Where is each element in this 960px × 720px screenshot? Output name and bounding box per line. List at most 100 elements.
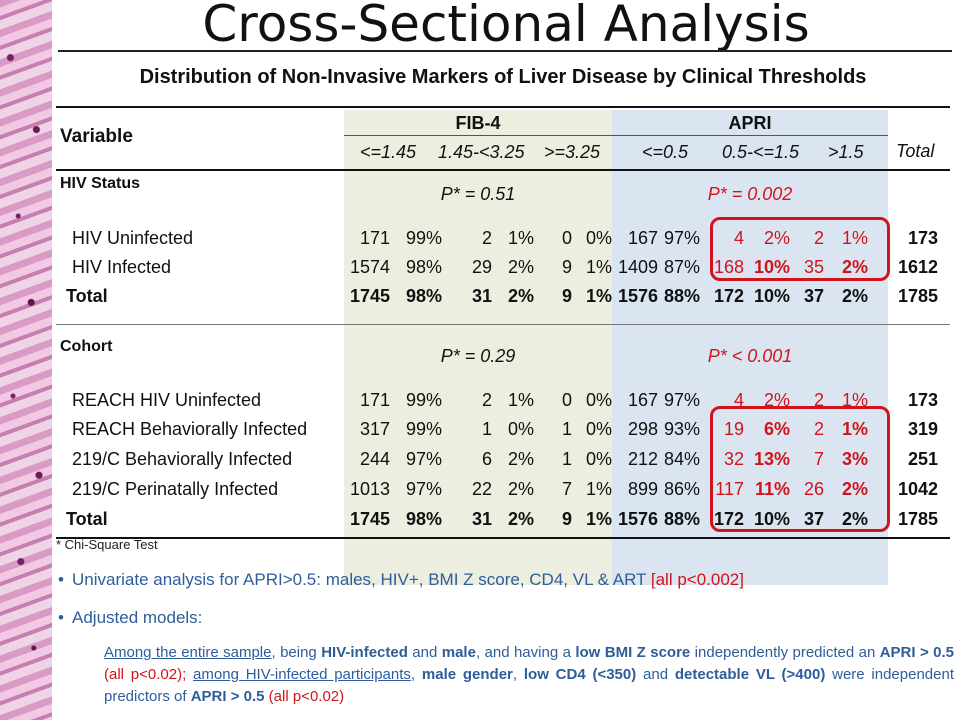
- table-cell: 1576: [617, 509, 658, 529]
- fib4-column-background: [344, 110, 612, 585]
- table-cell: 1574: [349, 257, 390, 277]
- table-title: Distribution of Non-Invasive Markers of …: [139, 66, 867, 88]
- table-cell: 7: [813, 449, 824, 469]
- row-label: REACH HIV Uninfected: [72, 390, 262, 410]
- table-cell: 86%: [663, 479, 700, 499]
- table-cell: 37: [803, 286, 824, 306]
- table-top-rule: [56, 106, 950, 108]
- para-segment: independently predicted an: [690, 644, 880, 661]
- row-total: 251: [907, 449, 938, 469]
- table-cell: 35: [803, 257, 824, 277]
- apri-header: APRI: [728, 113, 772, 133]
- bullet-red-text: [all p<0.002]: [650, 570, 744, 589]
- highlight-box-hiv: [710, 217, 890, 281]
- para-segment: HIV-infected: [321, 644, 408, 661]
- table-cell: 84%: [663, 449, 700, 469]
- table-cell: 31: [471, 286, 492, 306]
- para-segment: (all p<0.02);: [104, 666, 194, 683]
- table-cell: 11%: [754, 479, 790, 499]
- row-label: HIV Uninfected: [72, 228, 194, 248]
- table-cell: 244: [359, 449, 390, 469]
- header-bottom-rule: [56, 169, 950, 171]
- table-cell: 97%: [663, 228, 700, 248]
- bullet-text: Adjusted models:: [72, 608, 203, 627]
- para-segment: ,: [410, 666, 422, 683]
- apri-p-value: P* = 0.002: [707, 184, 793, 204]
- table-cell: 1%: [507, 228, 534, 248]
- row-label: Total: [66, 509, 108, 529]
- slide-title: Cross-Sectional Analysis: [202, 0, 810, 53]
- table-cell: 298: [627, 419, 658, 439]
- table-cell: 0%: [507, 419, 534, 439]
- table-cell: 1%: [841, 228, 868, 248]
- table-cell: 899: [627, 479, 658, 499]
- para-segment: and: [407, 644, 442, 661]
- table-cell: 98%: [405, 286, 442, 306]
- table-cell: 88%: [663, 286, 700, 306]
- table-cell: 9: [561, 257, 572, 277]
- table-cell: 22: [471, 479, 492, 499]
- table-cell: 1%: [585, 479, 612, 499]
- table-cell: 2%: [841, 257, 868, 277]
- table-cell: 0: [561, 390, 572, 410]
- table-cell: 98%: [405, 257, 442, 277]
- table-cell: 7: [561, 479, 572, 499]
- adjusted-models-paragraph: Among the entire sample, being HIV-infec…: [104, 642, 954, 708]
- table-cell: 10%: [753, 257, 790, 277]
- section-label-cohort: Cohort: [60, 338, 113, 355]
- markers-table: Distribution of Non-Invasive Markers of …: [54, 56, 952, 585]
- table-cell: 9: [561, 509, 572, 529]
- table-cell: 99%: [405, 228, 442, 248]
- row-total: 1612: [897, 257, 938, 277]
- table-cell: 1: [561, 449, 572, 469]
- table-cell: 2%: [841, 479, 868, 499]
- table-cell: 167: [627, 390, 658, 410]
- table-cell: 1%: [507, 390, 534, 410]
- para-segment: were independent predictors of: [104, 666, 954, 705]
- table-cell: 167: [627, 228, 658, 248]
- row-total: 173: [907, 390, 938, 410]
- fib4-p-value: P* = 0.29: [440, 346, 516, 366]
- table-cell: 6%: [763, 419, 790, 439]
- para-segment: and: [636, 666, 675, 683]
- table-cell: 2%: [763, 228, 790, 248]
- table-cell: 1%: [585, 286, 612, 306]
- header-sub-rule: [344, 135, 888, 136]
- table-cell: 0%: [585, 449, 612, 469]
- table-cell: 13%: [753, 449, 790, 469]
- table-cell: 117: [715, 479, 744, 499]
- table-cell: 2%: [841, 509, 868, 529]
- para-segment: detectable VL (>400): [674, 666, 826, 683]
- table-cell: 3%: [841, 449, 868, 469]
- row-total: 319: [907, 419, 938, 439]
- table-cell: 1%: [841, 419, 868, 439]
- para-segment: (all p<0.02): [264, 688, 345, 705]
- table-cell: 317: [359, 419, 390, 439]
- para-segment: low BMI Z score: [575, 644, 691, 661]
- table-cell: 4: [733, 390, 744, 410]
- table-cell: 87%: [663, 257, 700, 277]
- apri-threshold: >1.5: [828, 142, 864, 162]
- para-segment: male gender: [421, 666, 513, 683]
- table-cell: 97%: [663, 390, 700, 410]
- table-cell: 0%: [585, 419, 612, 439]
- row-total: 1785: [897, 509, 938, 529]
- row-label: Total: [66, 286, 108, 306]
- total-header: Total: [896, 141, 935, 161]
- table-cell: 97%: [405, 479, 442, 499]
- table-cell: 99%: [405, 390, 442, 410]
- table-cell: 2%: [507, 479, 534, 499]
- table-cell: 0%: [585, 228, 612, 248]
- table-cell: 171: [359, 390, 390, 410]
- apri-column-background: [612, 110, 888, 585]
- table-cell: 2: [813, 419, 824, 439]
- fib4-threshold: 1.45-<3.25: [438, 142, 525, 162]
- bullet-adjusted-models: • Adjusted models:: [58, 608, 203, 628]
- table-cell: 1013: [349, 479, 390, 499]
- table-cell: 88%: [663, 509, 700, 529]
- row-total: 1042: [897, 479, 938, 499]
- table-cell: 1: [481, 419, 492, 439]
- table-cell: 1%: [585, 257, 612, 277]
- table-cell: 172: [713, 509, 744, 529]
- para-segment: Among the entire sample: [104, 644, 272, 661]
